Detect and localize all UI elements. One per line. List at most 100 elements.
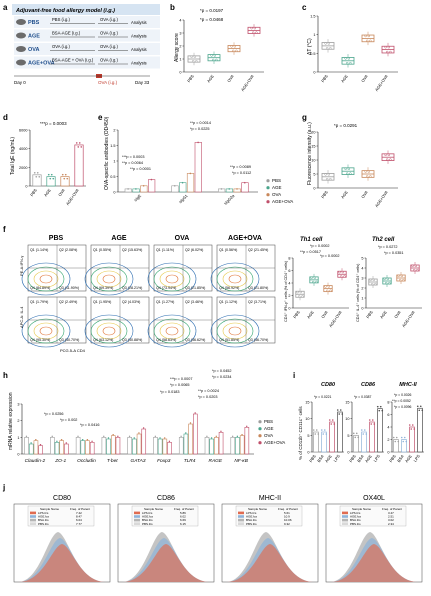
th2-point [371,282,374,286]
h-bar [153,437,158,455]
i-subplot-title: CD86 [361,382,376,388]
i0-point [322,433,325,435]
a-left-treatment: BSA-AGE + OVA (i.g.) [52,58,94,63]
g-point [344,167,347,170]
h-ytick-label: 0 [17,453,19,457]
flow-contour [96,322,122,340]
flow-quadrant-q1: Q1 (0.55%) [93,248,111,252]
j-hist-lps [122,544,210,582]
i1-point [357,436,360,439]
a-group-label: OVA [28,47,40,53]
h-pvalue: *p = 0.0416 [80,423,100,427]
e-ytick-label: 2 [113,129,115,133]
h-bar [59,440,65,455]
c-axes: 0 0.5 1 1.5 [310,15,398,75]
j-legend-swatch [30,518,36,522]
h-bar [33,440,39,455]
flow-contour [84,314,134,348]
e-bar [194,142,202,193]
i0-point [315,429,318,431]
h-bar [80,440,86,455]
i0-point [339,409,342,411]
d-point [77,146,80,148]
i2-bar [393,439,399,453]
h-gene-label: GATA3 [130,458,145,464]
c-point [326,47,329,50]
i-pvalue: *p = 0.0387 [354,395,372,399]
j-hist-lps [18,544,106,582]
group-legend: PBS AGE OVA AGE+OVA [266,178,293,204]
h-point [138,432,140,434]
i1-xtick-label: AGE [364,453,373,463]
j-sample-name: AGE.fcs [246,515,258,519]
h-point [206,435,208,438]
d-point [35,176,38,178]
flow-quadrant-q2: Q2 (21.45%) [248,248,268,252]
c-xtick-label: PBS [320,73,329,83]
d-ytick-label: 0 [25,185,27,189]
flow-quadrant-q3: Q3 (21.85%) [185,286,205,290]
j-legend-head: Sample Name [144,507,163,511]
g-ytick-label: 0 [313,187,315,191]
h-point [30,442,32,444]
th2-point [374,282,377,286]
flow-quadrant-q3: Q3 (30.88%) [122,338,142,342]
legend-swatch [266,179,270,183]
g-point [329,178,332,181]
th2-ytick-label: 5 [361,257,363,261]
th2-ytick-label: 4 [361,267,363,271]
i-pvalue: *p = 0.0096 [394,405,412,409]
e-pvalue: **p = 0.0014 [190,121,211,125]
flow-quadrant-q2: Q2 (6.02%) [185,248,203,252]
th2-axes: 0 1 2 3 4 5 [361,257,422,311]
th1-title: Th1 cell [300,237,323,243]
flow-quadrant-q2: Q2 (4.03%) [122,300,140,304]
j-sample-name: LPS.fcs [350,511,361,515]
h-pvalue: *p = 0.0065 [170,383,190,387]
mouse-icon [16,46,26,52]
th2-point [399,278,402,282]
i2-point [402,440,405,443]
h-point [65,442,67,444]
j-legend-swatch [30,511,36,515]
h-bar [193,413,198,455]
j-sample-name: PBS.fcs [142,522,153,526]
i2-point [392,436,395,439]
flow-contour [27,266,65,292]
mouse-icon [16,19,26,25]
flow-quadrant-q1: Q1 (1.11%) [156,248,174,252]
j-legend-swatch [30,515,36,518]
h-legend-label: PBS [264,419,273,424]
b-xtick-label: AGE+OVA [240,73,255,92]
legend-label: OVA [272,192,281,197]
h-point [133,437,135,439]
a-row-bg [14,29,160,42]
th1-pvalue: **p = 0.0517 [300,250,321,254]
c-point [324,42,327,45]
h-point [91,440,93,443]
th2-point [414,264,417,268]
j-legend-head: Freq. of Parent [174,507,194,511]
flow-quadrant-q1: Q1 (1.27%) [156,300,174,304]
h-gene-label: ZO-1 [54,458,66,464]
j-sample-name: BSA.fcs [350,518,361,522]
flow-quadrant-q2: Q2 (3.71%) [248,300,266,304]
i0-point [328,419,331,421]
c-point [327,42,330,45]
j-title: CD86 [157,495,175,502]
g-point [349,172,352,175]
flow-contour [90,266,128,292]
g-point [386,158,389,161]
d-bar [32,174,42,187]
th1-point [301,295,304,298]
i1-point [354,436,357,439]
i0-point [338,413,341,415]
i1-point [362,433,365,435]
b-ytick-label: 0 [179,71,181,75]
flow-quadrant-q2: Q2 (15.63%) [122,248,142,252]
th1-point [296,291,299,294]
a-row-bg [14,56,160,69]
flow-quadrant-q2: Q2 (3.46%) [185,300,203,304]
i2-xtick-label: PBS [388,453,397,463]
h-point [51,435,53,438]
